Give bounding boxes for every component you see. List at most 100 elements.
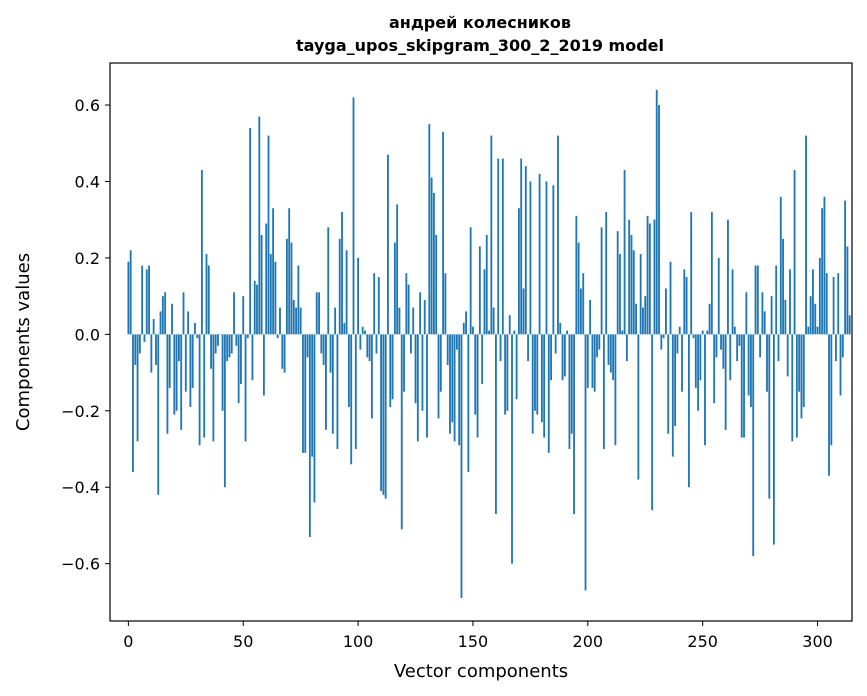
bar bbox=[178, 334, 180, 362]
bar bbox=[759, 334, 762, 358]
bar bbox=[290, 242, 293, 335]
bar bbox=[717, 257, 720, 335]
bar bbox=[775, 265, 778, 335]
bar bbox=[214, 334, 217, 354]
bar bbox=[334, 307, 337, 335]
bar bbox=[283, 334, 286, 373]
x-tick-label: 250 bbox=[687, 632, 718, 651]
bar bbox=[729, 334, 732, 381]
bar bbox=[575, 215, 578, 335]
bar bbox=[187, 311, 190, 335]
bar bbox=[442, 131, 445, 335]
bar bbox=[382, 334, 385, 495]
bar bbox=[504, 334, 507, 415]
bar bbox=[630, 234, 633, 335]
bar bbox=[391, 334, 394, 400]
bar bbox=[733, 326, 736, 335]
bar bbox=[750, 334, 752, 407]
x-tick-label: 100 bbox=[343, 632, 374, 651]
bar bbox=[230, 334, 233, 354]
bar bbox=[155, 334, 157, 365]
bar bbox=[835, 334, 837, 362]
bar bbox=[295, 307, 297, 335]
bar bbox=[462, 322, 465, 335]
bar bbox=[373, 273, 376, 335]
bar bbox=[212, 334, 215, 442]
bar bbox=[389, 334, 392, 407]
bar bbox=[285, 238, 288, 335]
bar bbox=[354, 334, 357, 450]
bar bbox=[217, 334, 219, 346]
bar bbox=[828, 334, 830, 476]
bar bbox=[410, 334, 412, 354]
bar bbox=[164, 292, 167, 335]
bar bbox=[671, 334, 674, 457]
bar bbox=[129, 250, 132, 335]
bar bbox=[754, 265, 757, 335]
bar bbox=[678, 326, 681, 335]
bar bbox=[150, 334, 153, 373]
bar bbox=[566, 330, 569, 335]
bar bbox=[513, 330, 516, 335]
bar bbox=[210, 334, 212, 369]
plot-frame bbox=[109, 62, 853, 622]
bar bbox=[515, 334, 518, 400]
y-tick-label: −0.6 bbox=[61, 555, 100, 574]
bar bbox=[623, 170, 626, 335]
bar bbox=[161, 296, 164, 335]
bar bbox=[173, 334, 176, 415]
bar bbox=[547, 334, 550, 453]
y-tick-label: 0.6 bbox=[75, 96, 100, 115]
bar bbox=[570, 334, 573, 434]
bar bbox=[772, 334, 775, 545]
bar bbox=[205, 254, 208, 335]
bar bbox=[331, 334, 334, 434]
bar bbox=[761, 292, 764, 335]
bar bbox=[821, 208, 824, 335]
bar bbox=[237, 334, 240, 404]
bar bbox=[517, 208, 520, 335]
bar bbox=[347, 334, 350, 407]
bar bbox=[704, 334, 706, 446]
bar bbox=[708, 303, 711, 335]
bar bbox=[667, 334, 670, 434]
bar bbox=[511, 334, 513, 564]
bar bbox=[545, 181, 548, 335]
bar bbox=[527, 334, 530, 362]
bar bbox=[600, 227, 603, 335]
bar bbox=[412, 307, 415, 335]
bar bbox=[138, 334, 141, 354]
bar bbox=[407, 284, 410, 335]
bar bbox=[279, 307, 281, 335]
bar bbox=[272, 208, 275, 335]
bar bbox=[710, 212, 713, 335]
bar bbox=[791, 334, 794, 442]
bar bbox=[375, 334, 378, 354]
bar bbox=[524, 166, 527, 335]
bar bbox=[614, 334, 617, 446]
bar bbox=[768, 334, 771, 499]
bar bbox=[435, 234, 438, 335]
bar bbox=[589, 299, 592, 335]
bar bbox=[453, 334, 456, 442]
bar bbox=[766, 334, 768, 392]
bar bbox=[596, 334, 598, 358]
bar bbox=[731, 269, 734, 335]
x-axis-ticks: 0 50 100 150 200 250 300 bbox=[123, 621, 833, 651]
bar bbox=[297, 265, 300, 335]
bar bbox=[646, 215, 649, 335]
bar bbox=[439, 334, 442, 392]
y-tick-label: −0.4 bbox=[61, 478, 100, 497]
bar bbox=[692, 334, 695, 339]
bar bbox=[253, 280, 256, 335]
bar bbox=[308, 334, 311, 537]
bar bbox=[325, 334, 327, 430]
bar bbox=[430, 177, 433, 335]
bar bbox=[182, 292, 185, 335]
bar bbox=[490, 135, 493, 335]
x-tick-label: 0 bbox=[123, 632, 133, 651]
bar bbox=[648, 223, 651, 335]
bar bbox=[543, 334, 546, 438]
bar bbox=[221, 334, 224, 411]
